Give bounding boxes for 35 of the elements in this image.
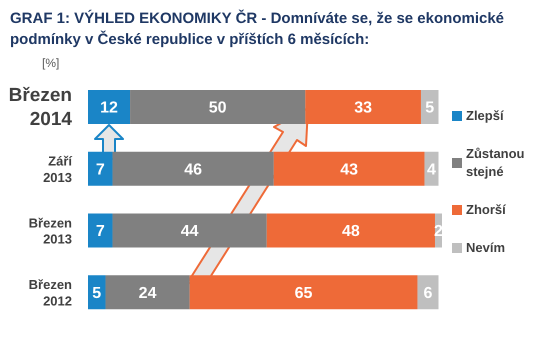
- data-label: 5: [92, 284, 102, 302]
- bar: [417, 275, 438, 310]
- data-label: 48: [342, 223, 360, 240]
- data-label: 4: [427, 161, 436, 178]
- chart-title: GRAF 1: VÝHLED EKONOMIKY ČR - Domníváte se, že se ekonomické podmínky v České republice v příštích 6 měsících:: [9, 8, 506, 50]
- y-tick-label: Březen 2013: [28, 214, 72, 246]
- data-label: 33: [354, 100, 372, 117]
- data-label: 65: [294, 284, 313, 302]
- legend-label: Zlepší: [466, 107, 504, 125]
- y-axis-title: [%]: [42, 56, 60, 70]
- bar: [112, 152, 274, 186]
- bar: [190, 275, 418, 310]
- data-label: 46: [184, 161, 202, 178]
- data-label: 5: [425, 100, 434, 117]
- bar: [266, 214, 435, 248]
- y-tick-label: Březen 2014: [8, 84, 72, 130]
- y-tick-label: Září 2013: [43, 153, 72, 184]
- bar: [305, 90, 421, 124]
- bar: [88, 214, 113, 248]
- data-label: 7: [96, 223, 105, 240]
- data-label: 43: [340, 161, 358, 178]
- legend-label: Nevím: [466, 239, 506, 257]
- bar: [274, 152, 424, 186]
- bar: [112, 214, 267, 248]
- data-label: 50: [208, 100, 227, 117]
- legend-label: Zhorší: [466, 201, 506, 219]
- data-label: 12: [100, 100, 118, 117]
- legend-label: Zůstanou stejné: [466, 145, 526, 181]
- bar: [106, 275, 190, 310]
- data-label: 24: [138, 284, 157, 302]
- bar: [130, 90, 306, 124]
- data-label: 6: [424, 284, 433, 302]
- data-label: 7: [96, 161, 105, 178]
- data-label: 44: [180, 223, 199, 240]
- y-tick-label: Březen 2012: [28, 276, 72, 308]
